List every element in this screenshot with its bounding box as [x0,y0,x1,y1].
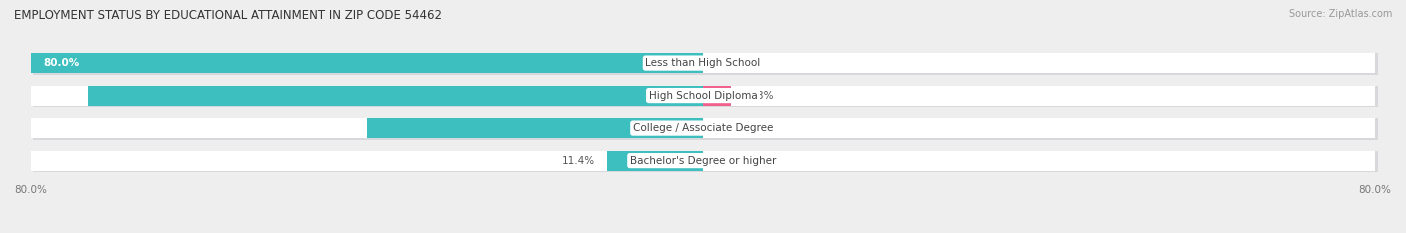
Bar [34,151,1378,172]
Bar [34,53,1378,75]
Bar [31,118,1375,138]
Text: 40.0%: 40.0% [44,123,80,133]
Text: Less than High School: Less than High School [645,58,761,68]
Text: 3.3%: 3.3% [748,91,775,101]
Bar [34,86,1378,107]
Bar [607,151,703,171]
Bar [89,86,703,106]
Bar [703,86,731,106]
Text: Source: ZipAtlas.com: Source: ZipAtlas.com [1288,9,1392,19]
Text: 80.0%: 80.0% [44,58,80,68]
Text: 0.0%: 0.0% [720,156,747,166]
Text: 0.0%: 0.0% [720,58,747,68]
Text: 0.0%: 0.0% [720,123,747,133]
Text: High School Diploma: High School Diploma [648,91,758,101]
Text: College / Associate Degree: College / Associate Degree [633,123,773,133]
Bar [31,53,1375,73]
Bar [31,151,1375,171]
Text: EMPLOYMENT STATUS BY EDUCATIONAL ATTAINMENT IN ZIP CODE 54462: EMPLOYMENT STATUS BY EDUCATIONAL ATTAINM… [14,9,441,22]
Text: 73.2%: 73.2% [44,91,80,101]
Bar [367,118,703,138]
Text: 11.4%: 11.4% [561,156,595,166]
Bar [31,86,1375,106]
Bar [31,53,703,73]
Bar [34,118,1378,140]
Text: Bachelor's Degree or higher: Bachelor's Degree or higher [630,156,776,166]
